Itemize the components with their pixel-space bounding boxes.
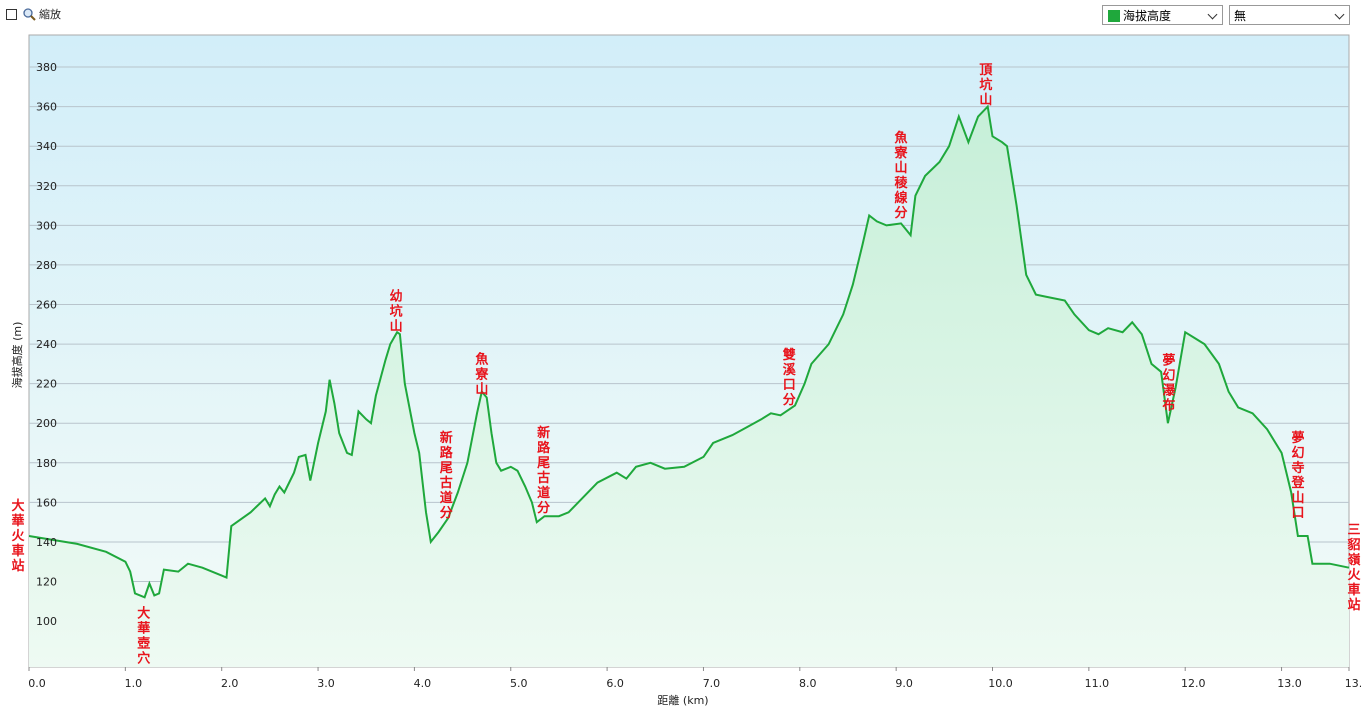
y-tick-label: 160: [36, 496, 57, 509]
y-tick-label: 260: [36, 299, 57, 312]
annotation: 夢幻寺登山口: [1289, 430, 1306, 521]
overlay-select[interactable]: 無: [1229, 5, 1350, 25]
annotation: 新路尾古道分: [534, 425, 550, 516]
y-tick-label: 280: [36, 259, 57, 272]
x-axis-label: 距離 (km): [657, 693, 708, 707]
x-tick-label: 12.0: [1181, 677, 1206, 690]
annotation: 幼坑山: [387, 289, 403, 335]
y-tick-label: 180: [36, 457, 57, 470]
annotation: 大華火車站: [9, 498, 25, 574]
zoom-checkbox[interactable]: [6, 9, 17, 20]
x-tick-label: 1.0: [125, 677, 143, 690]
annotation: 大華壺穴: [134, 606, 150, 667]
y-tick-label: 140: [36, 536, 57, 549]
elevation-line: [28, 104, 1350, 599]
annotation: 魚寮山稜線分: [892, 130, 909, 221]
x-tick-label: 6.0: [606, 677, 624, 690]
y-tick-label: 300: [36, 219, 57, 232]
x-tick-label: 7.0: [703, 677, 721, 690]
y-tick-label: 340: [36, 140, 57, 153]
annotation: 雙溪口分: [780, 347, 796, 408]
x-tick-label: 2.0: [221, 677, 239, 690]
series-name: 海拔高度: [1123, 9, 1172, 23]
y-tick-label: 100: [36, 615, 57, 628]
y-tick-label: 240: [36, 338, 57, 351]
zoom-icon: [23, 8, 36, 21]
annotation: 三貂嶺火車站: [1345, 523, 1361, 613]
y-tick-label: 220: [36, 378, 57, 391]
x-tick-label: 3.0: [317, 677, 335, 690]
annotation: 夢幻瀑布: [1159, 352, 1175, 413]
x-tick-label: 11.0: [1085, 677, 1110, 690]
y-tick-label: 360: [36, 101, 57, 114]
x-tick-label: 13.0: [1277, 677, 1302, 690]
x-tick-label: 4.0: [414, 677, 432, 690]
x-tick-label: 10.0: [988, 677, 1013, 690]
zoom-label: 縮放: [39, 7, 61, 21]
y-tick-label: 120: [36, 576, 57, 589]
overlay-value: 無: [1234, 9, 1247, 23]
x-tick-label: 9.0: [895, 677, 913, 690]
y-tick-label: 380: [36, 61, 57, 74]
annotation: 魚寮山: [472, 352, 489, 398]
x-tick-label: 13.7: [1345, 677, 1361, 690]
y-tick-label: 320: [36, 180, 57, 193]
series-select[interactable]: 海拔高度: [1102, 5, 1223, 25]
annotation: 新路尾古道分: [437, 430, 453, 521]
x-tick-label: 8.0: [799, 677, 817, 690]
annotation: 頂坑山: [976, 63, 992, 108]
y-tick-label: 200: [36, 417, 57, 430]
y-axis-label: 海拔高度 (m): [10, 322, 24, 389]
x-tick-label: 5.0: [510, 677, 528, 690]
x-tick-label: 0.0: [28, 677, 46, 690]
elevation-area: [29, 106, 1349, 668]
series-swatch: [1108, 10, 1120, 22]
